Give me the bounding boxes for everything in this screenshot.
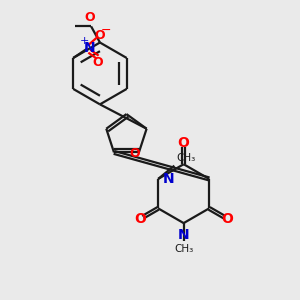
Text: N: N (163, 172, 174, 186)
Text: O: O (134, 212, 146, 226)
Text: CH₃: CH₃ (177, 153, 196, 163)
Text: O: O (84, 11, 95, 24)
Text: O: O (129, 147, 140, 161)
Text: CH₃: CH₃ (174, 244, 193, 254)
Text: +: + (80, 36, 89, 46)
Text: O: O (178, 136, 190, 150)
Text: −: − (101, 23, 111, 37)
Text: N: N (178, 228, 190, 242)
Text: O: O (222, 212, 233, 226)
Text: O: O (92, 56, 103, 69)
Text: N: N (84, 41, 95, 55)
Text: O: O (94, 29, 105, 42)
